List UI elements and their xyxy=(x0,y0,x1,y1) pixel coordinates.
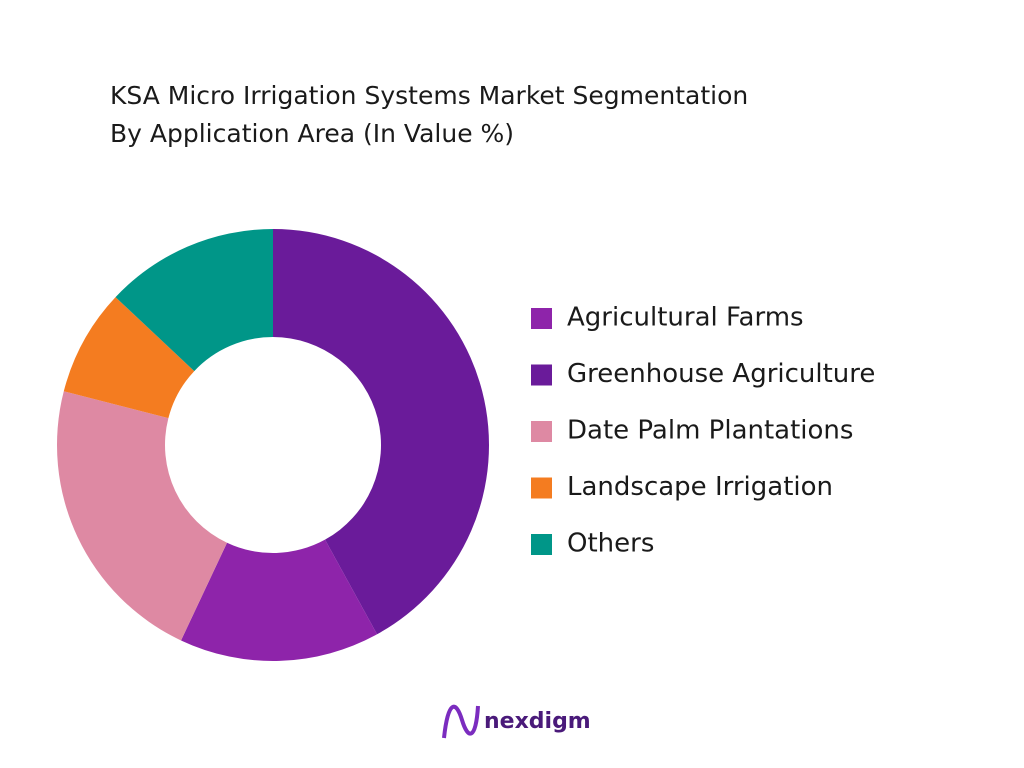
legend-label: Others xyxy=(567,529,654,559)
donut-slice xyxy=(273,229,489,635)
legend-swatch xyxy=(531,421,552,442)
legend-swatch xyxy=(531,477,552,499)
logo-text: nexdigm xyxy=(484,709,591,734)
donut-slice xyxy=(181,539,378,661)
legend-label: Agricultural Farms xyxy=(567,303,804,333)
chart-title: KSA Micro Irrigation Systems Market Segm… xyxy=(110,81,748,110)
legend-label: Date Palm Plantations xyxy=(567,416,853,446)
logo: nexdigm xyxy=(442,704,591,739)
legend-swatch xyxy=(531,308,552,329)
legend-label: Landscape Irrigation xyxy=(567,472,833,502)
donut-slice xyxy=(115,229,273,372)
donut-slice xyxy=(63,297,195,419)
legend-label: Greenhouse Agriculture xyxy=(567,359,875,389)
donut-slice xyxy=(57,391,228,641)
legend-swatch xyxy=(531,534,552,555)
chart-subtitle: By Application Area (In Value %) xyxy=(110,119,514,148)
legend-swatch xyxy=(531,364,552,386)
logo-icon xyxy=(442,704,480,739)
